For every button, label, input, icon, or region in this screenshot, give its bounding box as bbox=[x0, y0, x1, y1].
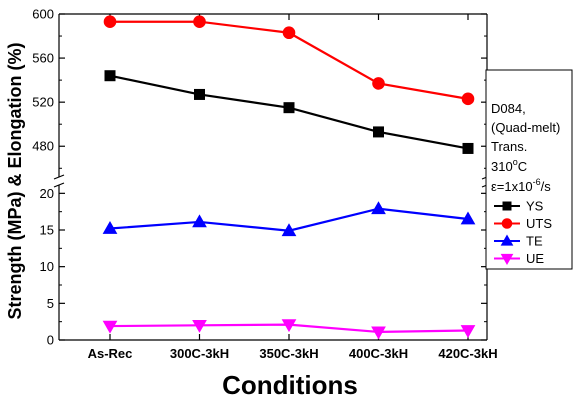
legend-entry-ue: UE bbox=[494, 251, 544, 266]
legend-entry-uts: UTS bbox=[494, 216, 552, 231]
series-uts bbox=[103, 15, 475, 106]
data-point-triangle-up bbox=[192, 214, 207, 228]
legend-label: TE bbox=[526, 234, 543, 249]
data-point-square bbox=[104, 70, 116, 82]
y-tick-label: 15 bbox=[40, 223, 54, 238]
data-point-circle bbox=[372, 77, 385, 90]
strain-rate-exponent: -6 bbox=[533, 177, 541, 187]
y-tick-label: 520 bbox=[32, 95, 54, 110]
data-point-circle bbox=[103, 15, 117, 29]
y-tick-label: 0 bbox=[47, 333, 54, 348]
legend-box bbox=[485, 69, 573, 270]
axis-break-mark bbox=[53, 174, 65, 180]
temperature-degree: o bbox=[513, 157, 518, 167]
x-tick-label: 350C-3kH bbox=[259, 346, 318, 361]
x-tick-label: 300C-3kH bbox=[170, 346, 229, 361]
data-point-square bbox=[194, 88, 205, 100]
legend-label: YS bbox=[526, 199, 544, 214]
legend-annotation-material: D084, bbox=[491, 101, 526, 116]
legend-entries: YS UTS TE UE bbox=[494, 199, 552, 266]
data-point-triangle-up bbox=[500, 234, 514, 246]
strain-rate-value: ε=1x10 bbox=[491, 179, 533, 194]
temperature-unit: C bbox=[518, 159, 527, 174]
series-layer bbox=[102, 15, 476, 340]
y-axis-title: Strength (MPa) & Elongation (%) bbox=[5, 43, 25, 320]
y-tick-label: 5 bbox=[47, 296, 54, 311]
data-point-triangle-down bbox=[371, 326, 386, 340]
legend-annotation-process: (Quad-melt) bbox=[491, 120, 560, 135]
legend-entry-te: TE bbox=[494, 234, 543, 249]
data-point-circle bbox=[461, 92, 475, 106]
series-te bbox=[102, 201, 476, 237]
data-point-triangle-up bbox=[281, 223, 297, 237]
y-tick-label: 560 bbox=[32, 51, 54, 66]
series-ue bbox=[102, 319, 476, 340]
x-tick-label: 400C-3kH bbox=[349, 346, 408, 361]
data-point-square bbox=[373, 126, 384, 138]
data-point-square bbox=[462, 142, 474, 154]
data-point-circle bbox=[501, 218, 513, 229]
legend-entry-ys: YS bbox=[494, 199, 544, 214]
x-tick-label: As-Rec bbox=[88, 346, 133, 361]
y-tick-label: 600 bbox=[32, 7, 54, 22]
axis-break-marks bbox=[53, 174, 493, 188]
temperature-value: 310 bbox=[491, 159, 513, 174]
data-point-triangle-down bbox=[460, 325, 476, 338]
x-ticks: As-Rec 300C-3kH 350C-3kH 400C-3kH 420C-3kH bbox=[88, 14, 498, 361]
y-ticks: 480 520 560 600 0 5 10 15 20 bbox=[32, 7, 487, 348]
data-point-triangle-down bbox=[281, 319, 297, 333]
axis-break-mark bbox=[53, 182, 65, 188]
data-point-square bbox=[502, 201, 512, 211]
data-point-triangle-up bbox=[102, 221, 118, 234]
legend-annotation-temperature: 310oC bbox=[491, 157, 527, 174]
data-point-circle bbox=[193, 15, 206, 29]
y-tick-label: 480 bbox=[32, 139, 54, 154]
legend-annotation-orientation: Trans. bbox=[491, 139, 527, 154]
x-axis-title: Conditions bbox=[222, 370, 358, 400]
legend-label: UE bbox=[526, 251, 544, 266]
series-ys bbox=[104, 70, 474, 154]
y-tick-label: 20 bbox=[40, 186, 54, 201]
data-point-triangle-down bbox=[500, 253, 514, 266]
data-point-triangle-down bbox=[102, 320, 118, 334]
data-point-triangle-up bbox=[371, 201, 386, 215]
legend-annotation-strain-rate: ε=1x10-6/s bbox=[491, 177, 551, 194]
data-point-square bbox=[283, 102, 295, 114]
x-tick-label: 420C-3kH bbox=[438, 346, 497, 361]
legend-label: UTS bbox=[526, 216, 552, 231]
strain-rate-unit: /s bbox=[541, 179, 552, 194]
plot-frame bbox=[53, 13, 493, 341]
data-point-triangle-down bbox=[192, 319, 207, 333]
y-tick-label: 10 bbox=[40, 259, 54, 274]
data-point-circle bbox=[282, 26, 296, 40]
data-point-triangle-up bbox=[460, 211, 476, 225]
legend: D084, (Quad-melt) Trans. 310oC ε=1x10-6/… bbox=[485, 69, 573, 270]
